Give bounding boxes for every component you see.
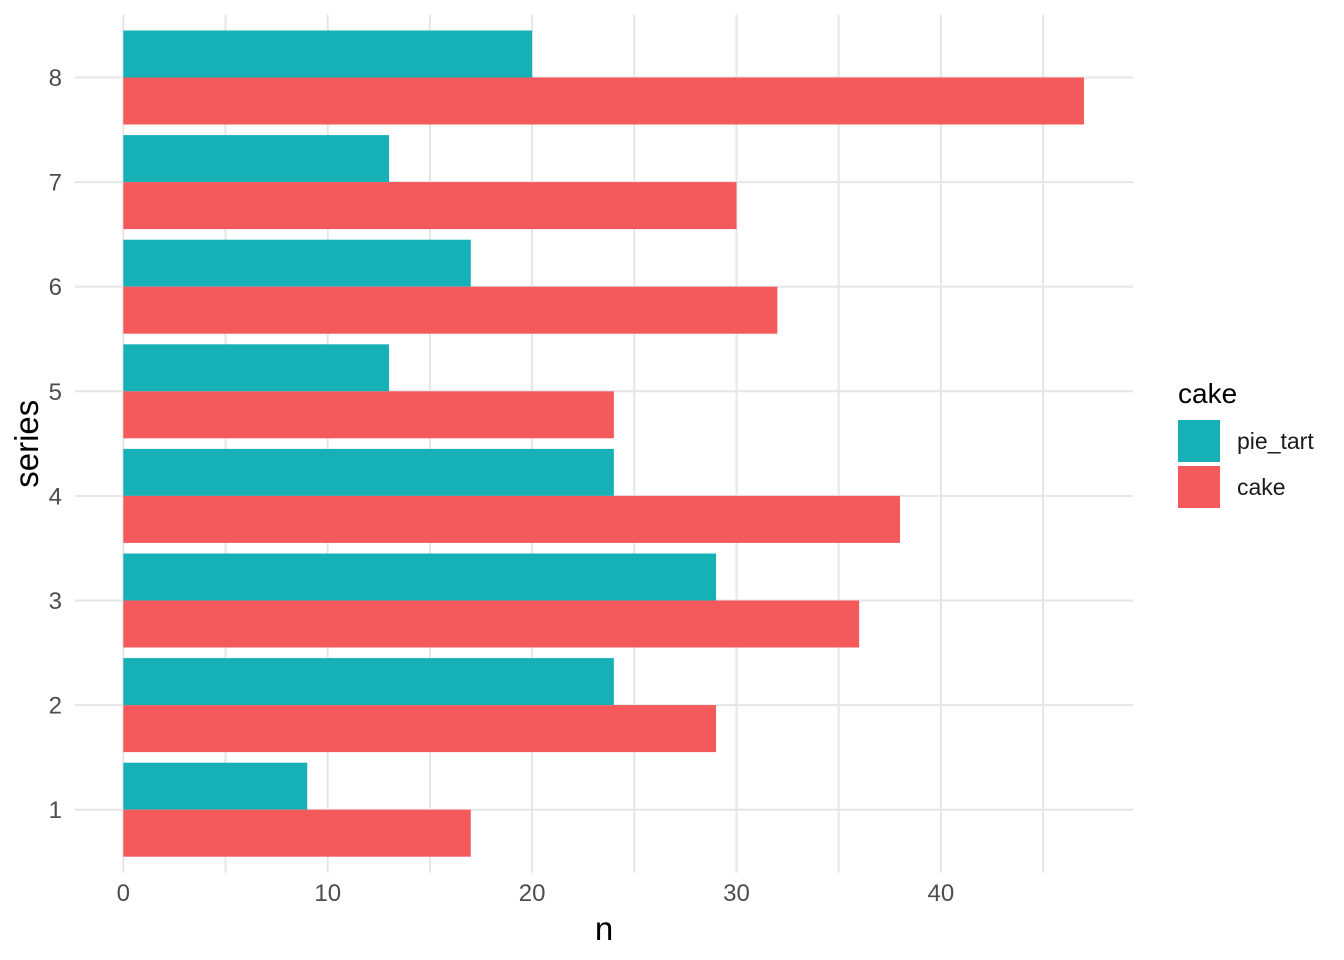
bar-pie_tart-4 [123,448,614,496]
y-tick-label-8: 8 [49,65,62,92]
y-tick-label-3: 3 [49,588,62,615]
bar-pie_tart-7 [123,135,390,183]
bar-cake-2 [123,705,717,753]
bar-cake-1 [123,809,471,857]
x-axis-title: n [595,910,613,947]
bar-cake-7 [123,182,737,230]
x-tick-label-0: 0 [117,880,130,907]
x-tick-label-10: 10 [314,880,341,907]
bar-cake-5 [123,391,614,439]
bar-cake-4 [123,495,901,543]
bar-pie_tart-1 [123,762,308,810]
bar-pie_tart-5 [123,344,390,392]
bar-pie_tart-3 [123,553,717,601]
y-axis-title: series [8,400,45,488]
bar-cake-8 [123,77,1084,125]
legend-swatch-pie_tart [1178,420,1220,462]
bar-cake-6 [123,286,778,334]
y-tick-label-4: 4 [49,483,62,510]
bar-cake-3 [123,600,860,648]
y-tick-label-1: 1 [49,797,62,824]
bar-pie_tart-8 [123,30,533,78]
x-tick-label-40: 40 [928,880,955,907]
legend-label-pie_tart: pie_tart [1237,428,1314,454]
legend-label-cake: cake [1237,474,1286,500]
legend-swatch-cake [1178,466,1220,508]
y-tick-label-5: 5 [49,379,62,406]
x-tick-label-20: 20 [519,880,546,907]
y-tick-label-2: 2 [49,693,62,720]
x-tick-label-30: 30 [723,880,750,907]
bar-pie_tart-2 [123,658,614,706]
bar-pie_tart-6 [123,239,471,287]
y-tick-label-6: 6 [49,274,62,301]
y-tick-label-7: 7 [49,170,62,197]
legend-title: cake [1178,378,1237,409]
